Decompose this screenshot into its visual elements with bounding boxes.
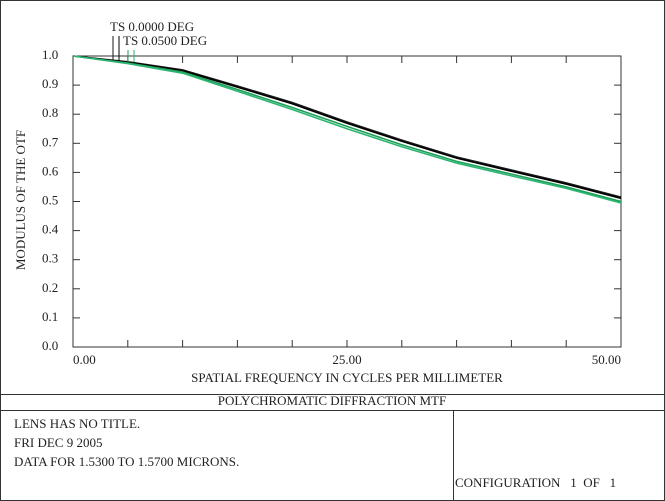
y-tick-label: 0.8 xyxy=(42,105,58,120)
info-line: FRI DEC 9 2005 xyxy=(14,435,102,450)
y-axis-label: MODULUS OF THE OTF xyxy=(13,130,28,270)
mtf-curve xyxy=(72,55,622,204)
mtf-curve xyxy=(72,55,622,200)
y-tick-label: 0.3 xyxy=(42,251,58,266)
y-tick-label: 0.2 xyxy=(42,280,58,295)
x-tick-label: 25.00 xyxy=(332,352,361,367)
chart-title: POLYCHROMATIC DIFFRACTION MTF xyxy=(218,393,446,408)
y-tick-label: 0.9 xyxy=(42,76,58,91)
y-tick-label: 0.1 xyxy=(42,309,58,324)
y-tick-label: 0.7 xyxy=(42,134,59,149)
legend-label: TS 0.0500 DEG xyxy=(123,33,207,48)
mtf-curve xyxy=(72,55,622,203)
configuration: CONFIGURATION 1 OF 1 xyxy=(455,475,616,490)
x-tick-label: 0.00 xyxy=(73,352,96,367)
info-line: DATA FOR 1.5300 TO 1.5700 MICRONS. xyxy=(14,454,239,469)
y-tick-label: 0.4 xyxy=(42,222,59,237)
x-tick-label: 50.00 xyxy=(592,352,621,367)
info-line: LENS HAS NO TITLE. xyxy=(14,416,140,431)
plot-frame xyxy=(72,55,622,348)
y-tick-label: 0.5 xyxy=(42,192,58,207)
y-tick-label: 0.0 xyxy=(42,338,58,353)
x-axis-label: SPATIAL FREQUENCY IN CYCLES PER MILLIMET… xyxy=(191,370,503,385)
y-tick-label: 1.0 xyxy=(42,47,58,62)
y-tick-label: 0.6 xyxy=(42,163,59,178)
legend-label: TS 0.0000 DEG xyxy=(110,19,194,34)
